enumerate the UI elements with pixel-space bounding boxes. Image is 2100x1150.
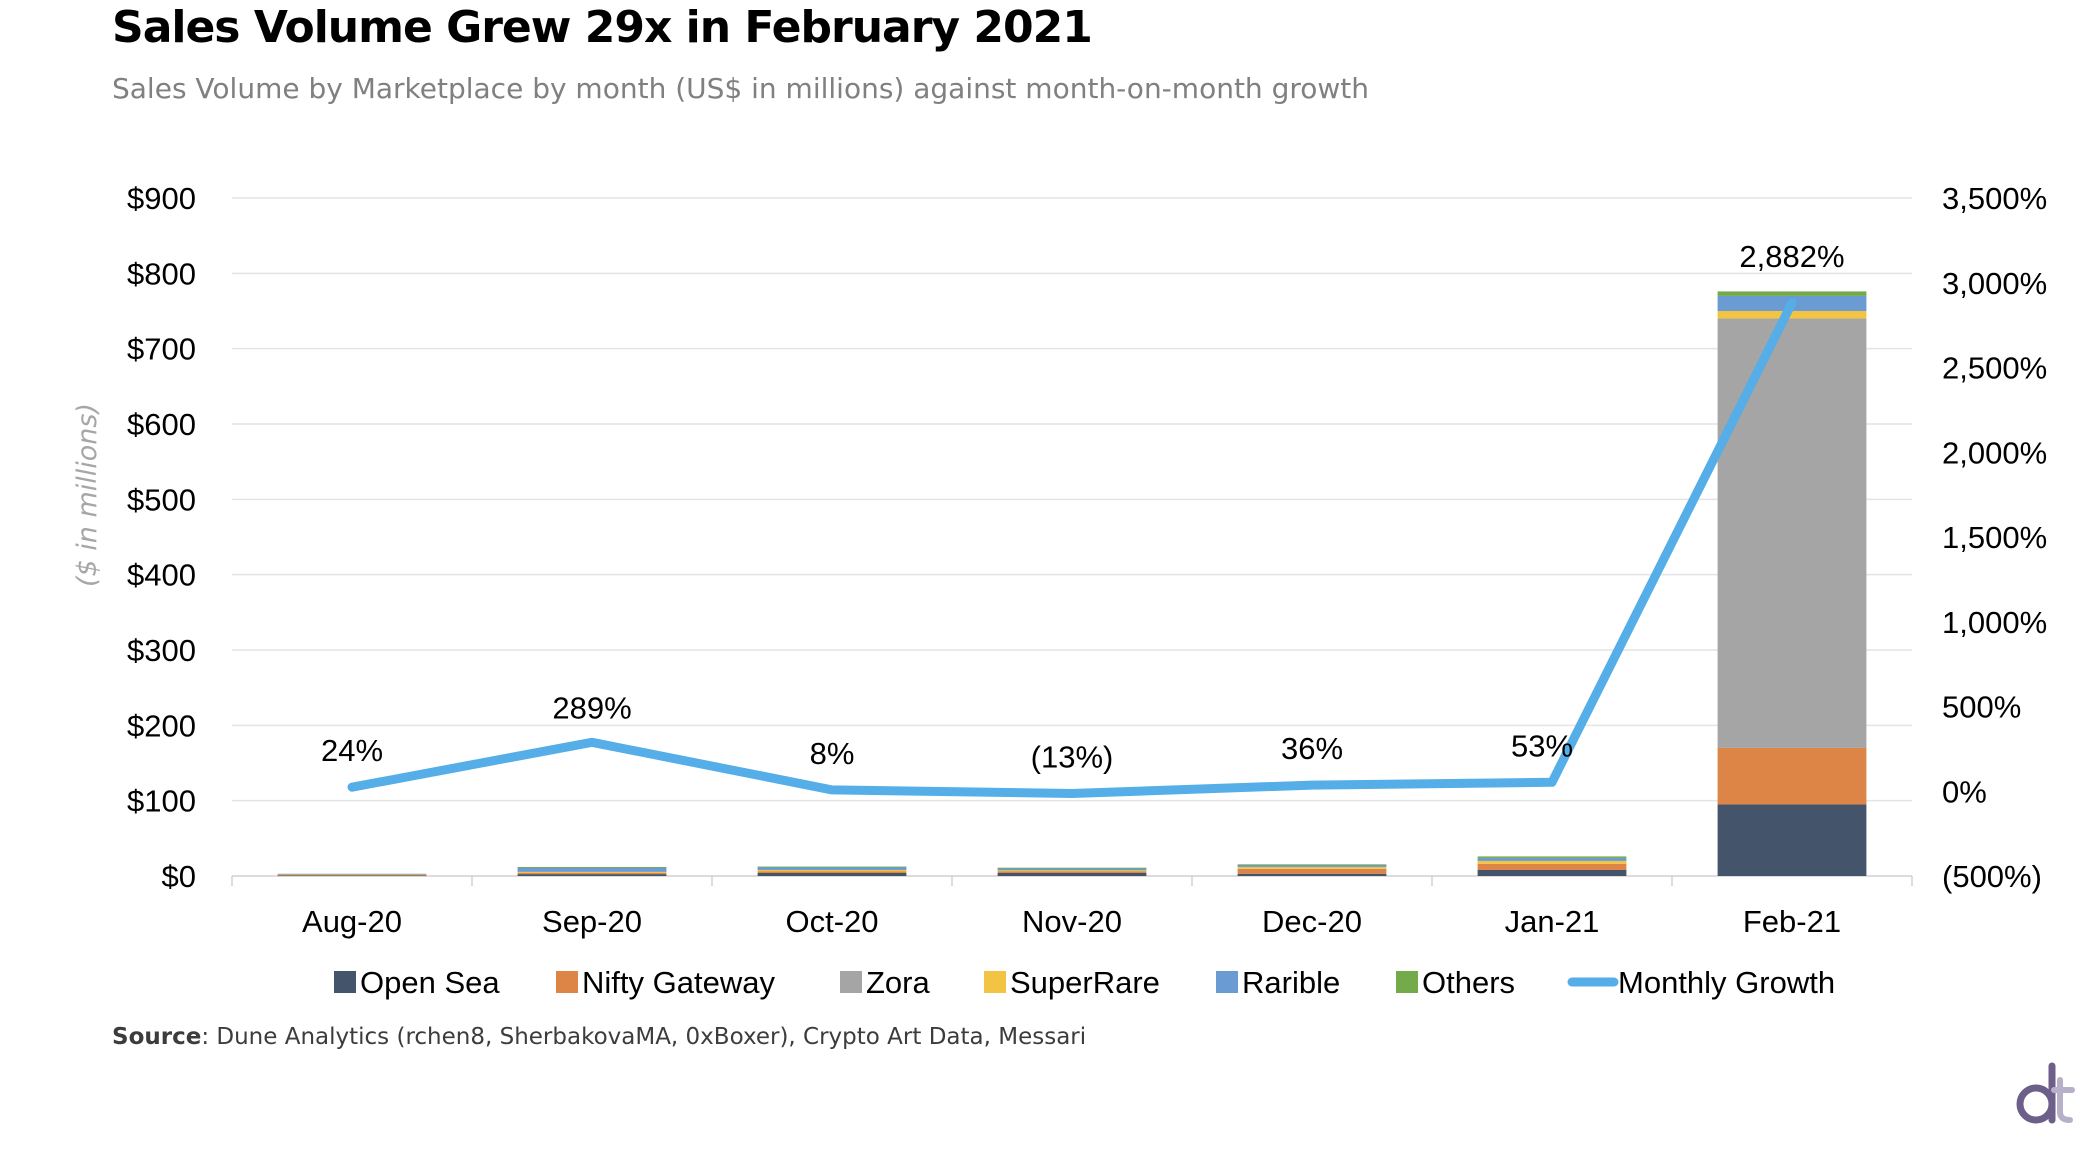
y2-tick-label: 3,500% [1942, 181, 2047, 216]
bar-open-sea [997, 872, 1147, 876]
legend-label-open-sea: Open Sea [360, 965, 500, 1000]
bar-others [1717, 291, 1867, 296]
growth-data-label: 8% [810, 736, 855, 771]
y2-tick-label: 2,500% [1942, 351, 2047, 386]
y-tick-label: $700 [127, 332, 196, 367]
bar-others [517, 866, 667, 868]
stacked-bars [277, 291, 1867, 877]
bar-rarible [517, 867, 667, 872]
bar-superrare [1717, 311, 1867, 319]
bar-open-sea [1237, 873, 1387, 876]
x-tick-label: Dec-20 [1262, 904, 1362, 939]
gridlines [231, 197, 1913, 886]
bar-others [757, 866, 907, 868]
legend-label-zora: Zora [866, 965, 931, 1000]
legend-swatch-superrare [984, 971, 1006, 993]
bar-others [1237, 864, 1387, 866]
bar-zora [1717, 318, 1867, 748]
y2-tick-label: 1,000% [1942, 605, 2047, 640]
y-tick-label: $300 [127, 633, 196, 668]
source-text: : Dune Analytics (rchen8, SherbakovaMA, … [201, 1024, 1087, 1050]
y2-tick-label: 1,500% [1942, 520, 2047, 555]
x-tick-label: Aug-20 [302, 904, 402, 939]
legend: Open Sea Nifty Gateway Zora SuperRare Raribl… [334, 965, 1835, 1000]
bar-nifty-gateway [1237, 868, 1387, 874]
y-tick-label: $200 [127, 708, 196, 743]
legend-label-monthly-growth: Monthly Growth [1618, 965, 1835, 1000]
y-tick-label: $400 [127, 558, 196, 593]
y2-tick-label: (500%) [1942, 859, 2042, 894]
legend-label-rarible: Rarible [1242, 965, 1340, 1000]
right-axis-ticks: (500%) 0% 500% 1,000% 1,500% 2,000% 2,500% 3,00… [1942, 181, 2047, 894]
growth-data-label: (13%) [1031, 739, 1114, 774]
bar-open-sea [1717, 804, 1867, 876]
legend-swatch-others [1396, 971, 1418, 993]
bar-nifty-gateway [997, 871, 1147, 873]
bar-superrare [517, 871, 667, 873]
bar-nifty-gateway [1477, 863, 1627, 870]
legend-label-nifty-gateway: Nifty Gateway [582, 965, 775, 1000]
x-axis-ticks: Aug-20 Sep-20 Oct-20 Nov-20 Dec-20 Jan-21 Feb-… [302, 904, 1841, 939]
left-axis-ticks: $0 $100 $200 $300 $400 $500 $600 $700 $800 $900 [127, 181, 196, 894]
bar-superrare [757, 869, 907, 872]
growth-data-label: 24% [321, 733, 383, 768]
bar-others [1477, 856, 1627, 858]
bar-nifty-gateway [1717, 747, 1867, 805]
source-note: Source: Dune Analytics (rchen8, Sherbako… [112, 1024, 1086, 1050]
growth-data-label: 53% [1511, 728, 1573, 763]
growth-line-path [347, 298, 1797, 798]
bar-rarible [997, 868, 1147, 871]
bar-open-sea [757, 872, 907, 876]
bar-open-sea [517, 874, 667, 876]
y-tick-label: $800 [127, 256, 196, 291]
x-tick-label: Nov-20 [1022, 904, 1122, 939]
legend-swatch-nifty-gateway [556, 971, 578, 993]
legend-swatch-rarible [1216, 971, 1238, 993]
bar-rarible [277, 873, 427, 875]
y-tick-label: $600 [127, 407, 196, 442]
y-tick-label: $500 [127, 482, 196, 517]
bar-nifty-gateway [757, 871, 907, 873]
bar-superrare [1237, 866, 1387, 869]
y2-tick-label: 3,000% [1942, 266, 2047, 301]
y-tick-label: $0 [162, 859, 196, 894]
growth-data-label: 289% [552, 690, 631, 725]
legend-label-others: Others [1422, 965, 1515, 1000]
growth-line: 24% 289% 8% (13%) 36% 53% 2,882% [321, 239, 1845, 798]
x-tick-label: Feb-21 [1743, 904, 1841, 939]
bar-others [997, 867, 1147, 869]
legend-swatch-open-sea [334, 971, 356, 993]
bar-nifty-gateway [277, 874, 427, 876]
y-tick-label: $100 [127, 784, 196, 819]
legend-swatch-zora [840, 971, 862, 993]
legend-label-superrare: SuperRare [1010, 965, 1160, 1000]
y2-tick-label: 2,000% [1942, 435, 2047, 470]
bar-rarible [757, 866, 907, 870]
bar-open-sea [1477, 869, 1627, 876]
dt-logo-icon [2016, 1062, 2075, 1124]
bar-rarible [1477, 857, 1627, 861]
x-tick-label: Jan-21 [1505, 904, 1600, 939]
chart-title: Sales Volume Grew 29x in February 2021 [112, 2, 1093, 53]
bar-rarible [1237, 864, 1387, 867]
growth-data-label: 2,882% [1739, 239, 1844, 274]
x-tick-label: Sep-20 [542, 904, 642, 939]
bar-nifty-gateway [517, 872, 667, 875]
x-tick-label: Oct-20 [785, 904, 878, 939]
y2-tick-label: 500% [1942, 690, 2021, 725]
y2-tick-label: 0% [1942, 774, 1987, 809]
growth-data-label: 36% [1281, 731, 1343, 766]
y-axis-label: ($ in millions) [72, 403, 103, 587]
chart-subtitle: Sales Volume by Marketplace by month (US… [112, 72, 1369, 105]
bar-superrare [1477, 860, 1627, 864]
bar-superrare [997, 870, 1147, 872]
y-tick-label: $900 [127, 181, 196, 216]
source-label: Source [112, 1024, 202, 1050]
